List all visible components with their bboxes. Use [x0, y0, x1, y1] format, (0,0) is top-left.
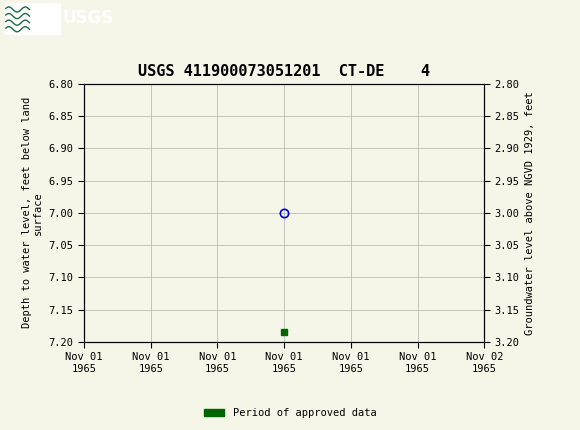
- Text: USGS: USGS: [63, 9, 114, 27]
- Y-axis label: Groundwater level above NGVD 1929, feet: Groundwater level above NGVD 1929, feet: [525, 91, 535, 335]
- Bar: [5, 3, 60, 34]
- Legend: Period of approved data: Period of approved data: [200, 404, 380, 423]
- Y-axis label: Depth to water level, feet below land
surface: Depth to water level, feet below land su…: [21, 97, 43, 329]
- Title: USGS 411900073051201  CT-DE    4: USGS 411900073051201 CT-DE 4: [138, 64, 430, 79]
